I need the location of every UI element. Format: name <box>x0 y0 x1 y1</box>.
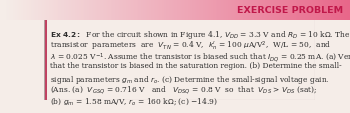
Text: $\mathbf{Ex\ 4.2:}$  For the circuit shown in Figure 4.1, $V_{DD}$ = 3.3 V and $: $\mathbf{Ex\ 4.2:}$ For the circuit show… <box>50 29 350 41</box>
Bar <box>44 14 47 101</box>
Text: (b) $g_m$ = 1.58 mA/V, $r_o$ = 160 k$\Omega$; (c) $-$14.9): (b) $g_m$ = 1.58 mA/V, $r_o$ = 160 k$\Om… <box>50 95 217 106</box>
Text: $\lambda$ = 0.025 V$^{-1}$. Assume the transistor is biased such that $I_{DQ}$ =: $\lambda$ = 0.025 V$^{-1}$. Assume the t… <box>50 51 350 64</box>
Text: EXERCISE PROBLEM: EXERCISE PROBLEM <box>237 6 343 15</box>
Text: transistor  parameters  are  $V_{TN}$ = 0.4 V,  $k_n'$ = 100 $\mu$A/V$^2$,  W/L : transistor parameters are $V_{TN}$ = 0.4… <box>50 40 331 53</box>
Text: signal parameters $g_m$ and $r_o$. (c) Determine the small-signal voltage gain.: signal parameters $g_m$ and $r_o$. (c) D… <box>50 73 329 85</box>
Text: that the transistor is biased in the saturation region. (b) Determine the small-: that the transistor is biased in the sat… <box>50 62 341 70</box>
Text: (Ans. (a)  $V_{GSQ}$ = 0.716 V   and   $V_{DSQ}$ = 0.8 V  so  that  $V_{DS}$ > $: (Ans. (a) $V_{GSQ}$ = 0.716 V and $V_{DS… <box>50 84 317 95</box>
